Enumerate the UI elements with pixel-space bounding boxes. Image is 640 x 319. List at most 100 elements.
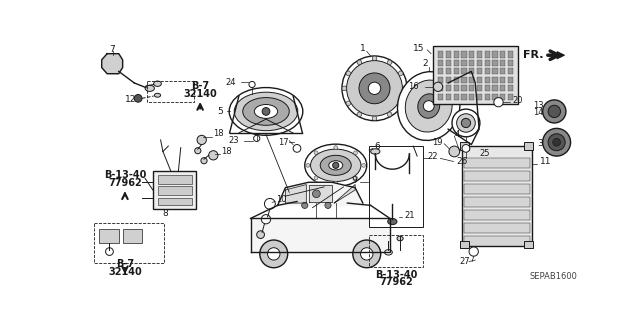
Circle shape (333, 162, 339, 168)
Circle shape (209, 151, 218, 160)
Circle shape (548, 105, 561, 118)
Circle shape (312, 190, 320, 198)
Ellipse shape (154, 93, 161, 97)
Circle shape (293, 145, 301, 152)
Circle shape (314, 176, 318, 180)
Circle shape (253, 135, 260, 141)
Bar (454, 94, 459, 100)
Bar (508, 60, 513, 66)
Bar (508, 68, 513, 74)
Bar (484, 77, 490, 83)
Polygon shape (308, 185, 332, 202)
Text: 32140: 32140 (183, 89, 217, 99)
Circle shape (195, 148, 201, 154)
Bar (469, 68, 474, 74)
Text: 18: 18 (213, 129, 224, 138)
Bar (147, 81, 194, 102)
Circle shape (423, 101, 434, 111)
Bar (446, 94, 451, 100)
Bar (500, 51, 506, 57)
Bar (508, 51, 513, 57)
Ellipse shape (243, 98, 289, 125)
Ellipse shape (154, 81, 161, 86)
Bar (369, 235, 423, 267)
Bar (461, 51, 467, 57)
Text: 24: 24 (226, 78, 236, 87)
Circle shape (325, 202, 331, 208)
Bar (446, 51, 451, 57)
Circle shape (353, 151, 357, 155)
Bar (157, 186, 191, 195)
Bar (465, 210, 529, 220)
Ellipse shape (254, 105, 278, 118)
Circle shape (372, 56, 377, 61)
Ellipse shape (229, 87, 303, 135)
Text: 77962: 77962 (108, 178, 142, 188)
Bar (492, 68, 498, 74)
Bar (492, 94, 498, 100)
Text: B-7: B-7 (191, 81, 209, 91)
Bar (446, 85, 451, 92)
Ellipse shape (418, 94, 440, 118)
Bar (465, 184, 529, 194)
Bar (460, 241, 469, 249)
Circle shape (357, 112, 362, 117)
Bar (524, 142, 533, 150)
Circle shape (268, 248, 280, 260)
Ellipse shape (385, 250, 392, 255)
Bar (477, 85, 482, 92)
Bar (484, 85, 490, 92)
Circle shape (201, 158, 207, 164)
Ellipse shape (397, 236, 403, 241)
Text: 10: 10 (276, 196, 287, 204)
Circle shape (342, 86, 347, 91)
Bar (454, 77, 459, 83)
Polygon shape (334, 185, 355, 203)
Bar (469, 60, 474, 66)
Circle shape (264, 198, 275, 209)
Bar (500, 60, 506, 66)
Circle shape (261, 215, 271, 224)
Text: B-7: B-7 (116, 259, 134, 269)
Circle shape (553, 138, 561, 146)
Bar (465, 197, 529, 207)
Bar (500, 94, 506, 100)
Text: 8: 8 (163, 209, 168, 218)
Bar (438, 60, 444, 66)
Text: 7: 7 (109, 45, 115, 54)
Bar (123, 229, 142, 243)
Bar (454, 68, 459, 74)
Text: 19: 19 (432, 138, 443, 147)
Circle shape (548, 134, 565, 151)
Circle shape (461, 118, 470, 128)
Bar (438, 77, 444, 83)
Bar (508, 77, 513, 83)
Circle shape (368, 82, 381, 94)
Circle shape (398, 71, 403, 76)
Ellipse shape (371, 149, 380, 154)
Ellipse shape (405, 80, 452, 132)
Text: 23: 23 (228, 136, 239, 145)
Ellipse shape (234, 92, 298, 131)
Circle shape (387, 60, 392, 65)
Polygon shape (250, 219, 390, 252)
Text: 22: 22 (428, 152, 438, 160)
Bar (433, 46, 518, 104)
Circle shape (452, 109, 480, 137)
Bar (369, 146, 423, 227)
Circle shape (197, 135, 206, 145)
Circle shape (353, 240, 381, 268)
Circle shape (249, 81, 255, 87)
Bar (492, 51, 498, 57)
Bar (454, 60, 459, 66)
Circle shape (334, 181, 338, 185)
Text: FR.: FR. (523, 50, 543, 60)
Circle shape (362, 163, 365, 167)
Bar (469, 51, 474, 57)
Circle shape (260, 240, 288, 268)
Bar (465, 171, 529, 181)
Bar (524, 241, 533, 249)
Circle shape (134, 94, 142, 102)
Circle shape (301, 202, 308, 208)
Bar (484, 68, 490, 74)
